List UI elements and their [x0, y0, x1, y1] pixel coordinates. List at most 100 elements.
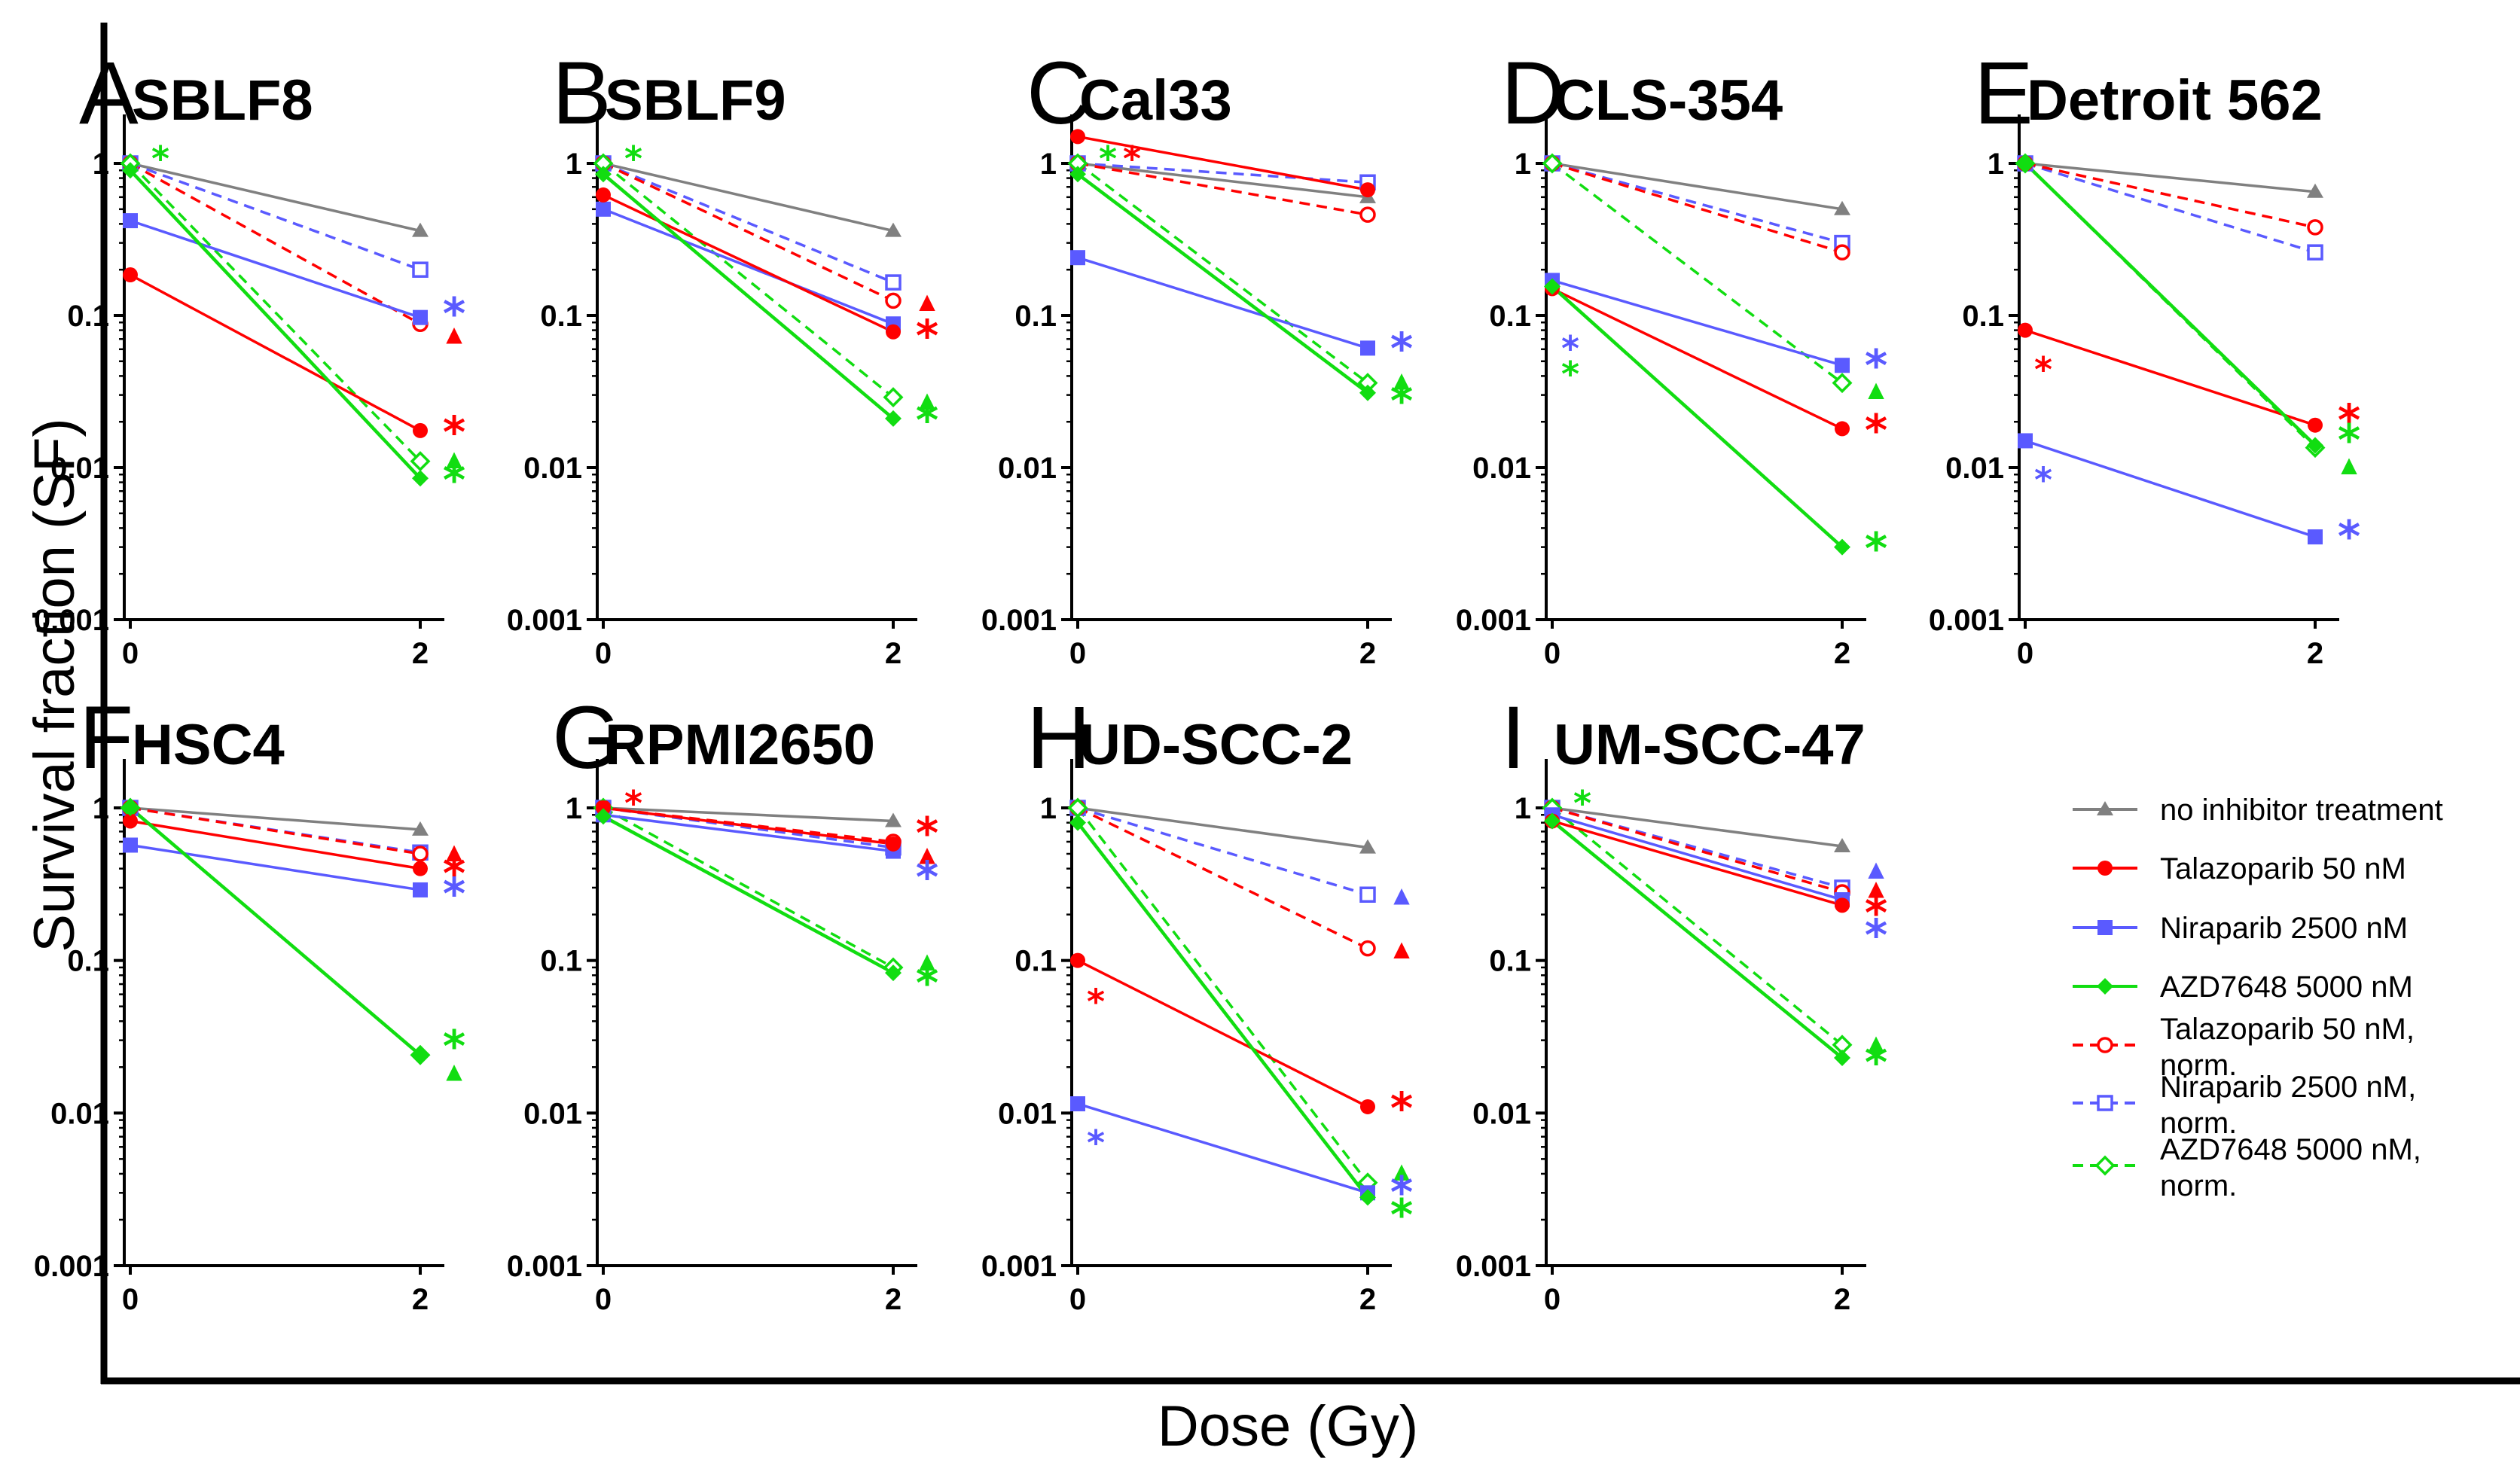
y-tick-label: 0.1: [540, 945, 582, 978]
y-tick-label: 0.1: [540, 300, 582, 333]
x-tick-label: 0: [595, 1283, 612, 1316]
significance-marker: ▲: [1393, 1159, 1410, 1184]
legend-marker: [2094, 1155, 2116, 1176]
data-point-azd-dose2: [412, 1047, 429, 1064]
data-point-tala-dose0: [2018, 322, 2033, 338]
data-point-tala-norm-dose2: [1359, 940, 1376, 957]
data-point-none-dose2: [885, 222, 902, 237]
data-point-nira-dose0: [1070, 1096, 1085, 1112]
data-point-nira-dose0: [596, 201, 611, 217]
x-tick-label: 0: [122, 1283, 139, 1316]
legend-item: Niraparib 2500 nM: [2073, 912, 2408, 945]
data-point-none-dose2: [412, 222, 429, 237]
series-line-azd-norm: [1076, 806, 1369, 1184]
data-point-azd-dose0: [1069, 166, 1086, 183]
legend: no inhibitor treatment Talazoparib 50 nM N…: [2073, 794, 2443, 1202]
significance-marker: ▲: [919, 842, 935, 867]
y-tick-label: 0.01: [1945, 452, 2004, 485]
significance-marker: *: [916, 957, 938, 1008]
data-point-tala-dose2: [413, 422, 428, 438]
significance-marker: *: [443, 454, 465, 505]
data-point-azd-norm-dose2: [410, 451, 431, 472]
series-line-nira-norm: [1551, 806, 1843, 889]
data-point-tala-dose0: [1070, 952, 1085, 968]
series-line-nira-norm: [2024, 162, 2316, 254]
series-line-nira: [2024, 439, 2316, 538]
data-point-azd-dose0: [1544, 812, 1561, 830]
significance-marker: *: [443, 848, 465, 899]
series-line-none: [2024, 162, 2316, 193]
significance-marker: *: [1390, 376, 1413, 427]
data-point-tala-dose0: [596, 187, 611, 203]
significance-marker: ▲: [1868, 857, 1884, 882]
y-tick-label: 0.1: [1489, 945, 1531, 978]
data-point-azd-dose2: [1359, 1189, 1376, 1206]
significance-marker: *: [2338, 511, 2360, 562]
data-point-nira-norm-dose2: [412, 261, 429, 278]
data-point-nira-dose2: [413, 309, 428, 325]
series-line-nira-norm: [1077, 162, 1368, 184]
series-line-azd: [129, 169, 422, 480]
data-point-tala-norm-dose2: [412, 846, 429, 862]
significance-marker: *: [151, 139, 169, 179]
legend-label: Talazoparib 50 nM: [2160, 852, 2406, 885]
panel-letter: D: [1501, 44, 1565, 143]
series-line-none: [603, 162, 894, 233]
x-tick-label: 2: [2307, 637, 2323, 670]
significance-marker: ▲: [919, 949, 935, 974]
data-point-nira-norm-dose2: [885, 274, 902, 291]
series-line-azd: [602, 172, 895, 420]
y-tick-label: 0.01: [50, 1097, 109, 1130]
series-line-nira: [1077, 1102, 1368, 1194]
significance-marker: *: [1099, 139, 1117, 179]
panel-letter: H: [1027, 688, 1091, 788]
y-tick-label: 0.001: [981, 1250, 1057, 1283]
significance-marker: *: [1087, 1123, 1105, 1163]
series-line-tala: [603, 806, 894, 846]
y-tick-label: 0.001: [34, 604, 109, 637]
legend-item: AZD7648 5000 nM,norm.: [2073, 1133, 2421, 1202]
x-tick-label: 0: [122, 637, 139, 670]
y-tick-label: 1: [566, 148, 582, 181]
panel-letter: G: [552, 688, 621, 788]
significance-marker: *: [1390, 323, 1413, 374]
panel-title: RPMI2650: [605, 713, 875, 777]
significance-marker: *: [916, 852, 938, 903]
legend-item: Talazoparib 50 nM,norm.: [2073, 1013, 2415, 1082]
significance-marker: *: [1087, 981, 1105, 1022]
data-point-tala-dose0: [123, 813, 138, 829]
panel-letter: A: [79, 44, 139, 143]
series-line-azd-norm: [1551, 806, 1844, 1047]
significance-marker: *: [1865, 404, 1887, 456]
panel-letter: I: [1501, 688, 1526, 788]
significance-marker: *: [624, 783, 642, 824]
y-tick-label: 1: [93, 148, 109, 181]
data-point-azd-norm-dose0: [1542, 153, 1563, 174]
series-line-none: [1077, 806, 1368, 849]
significance-marker: *: [1865, 523, 1887, 574]
panel-letter: B: [552, 44, 612, 143]
significance-marker: *: [1123, 139, 1141, 179]
series-line-tala-norm: [1551, 806, 1843, 894]
data-point-tala-dose0: [123, 267, 138, 283]
series-line-none: [1551, 806, 1843, 848]
data-point-tala-dose0: [1070, 129, 1085, 145]
significance-marker: *: [1865, 340, 1887, 391]
series-line-azd-norm: [1551, 162, 1844, 385]
significance-marker: *: [1390, 1166, 1413, 1217]
legend-marker: [2097, 1037, 2113, 1053]
data-point-nira-dose0: [123, 213, 138, 229]
x-axis-title: Dose (Gy): [1158, 1394, 1418, 1458]
series-line-tala-norm: [130, 806, 421, 855]
panel-title: SBLF8: [132, 69, 313, 133]
data-point-tala-dose2: [1835, 421, 1850, 437]
panel-letter: C: [1027, 44, 1091, 143]
y-tick-label: 0.001: [1929, 604, 2004, 637]
data-point-none-dose2: [1834, 838, 1850, 853]
data-point-nira-dose0: [123, 837, 138, 853]
y-tick-label: 0.1: [1014, 945, 1057, 978]
significance-marker: *: [1390, 1083, 1413, 1134]
